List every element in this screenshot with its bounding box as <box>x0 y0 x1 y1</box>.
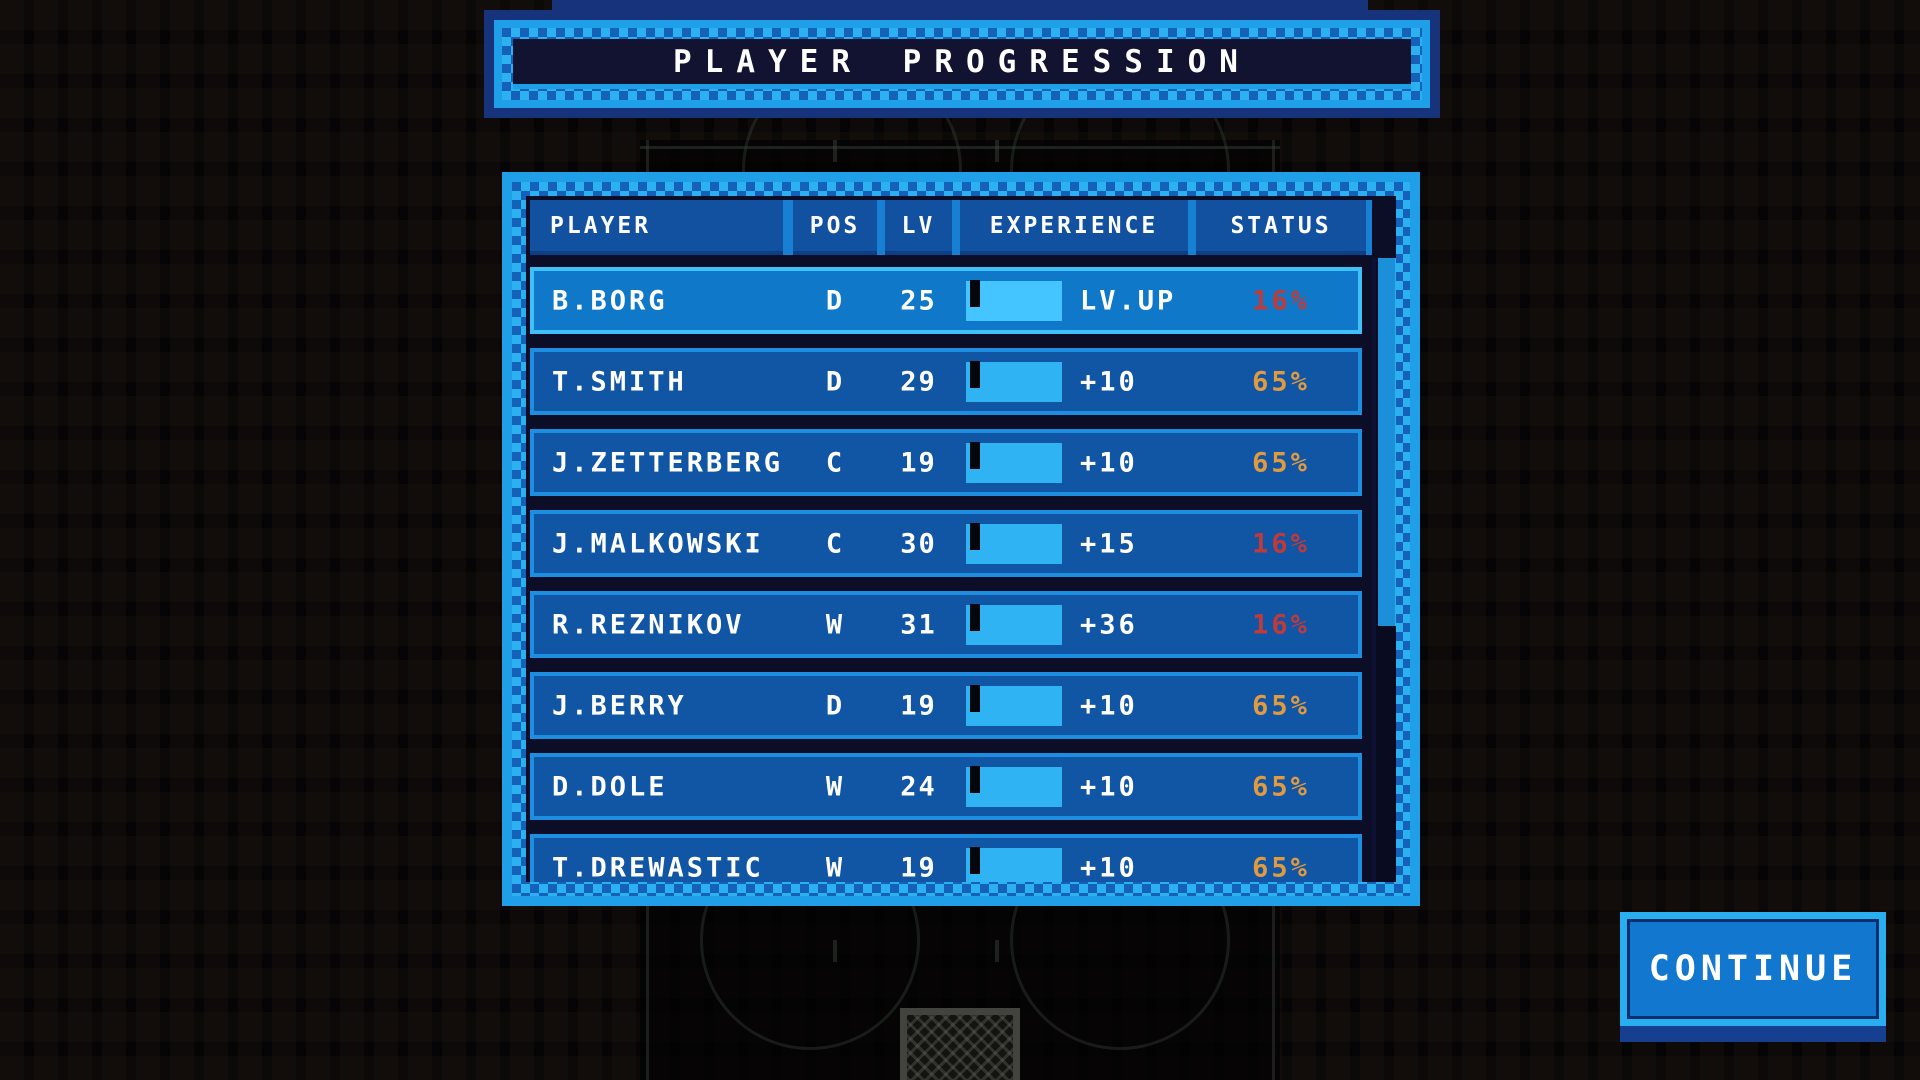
experience-gain-label: +10 <box>1080 771 1138 802</box>
player-row[interactable]: T.DREWASTIC W 19 +10 65% <box>530 834 1362 882</box>
experience-gain-label: +10 <box>1080 690 1138 721</box>
player-position: W <box>825 771 845 802</box>
continue-button-shadow <box>1620 1022 1886 1042</box>
experience-bar <box>966 684 1062 726</box>
status-value: 65% <box>1252 771 1310 802</box>
player-row[interactable]: R.REZNIKOV W 31 +36 16% <box>530 591 1362 658</box>
experience-bar <box>966 765 1062 807</box>
player-level: 19 <box>900 690 937 721</box>
player-row[interactable]: B.BORG D 25 LV.UP 16% <box>530 267 1362 334</box>
player-row[interactable]: J.BERRY D 19 +10 65% <box>530 672 1362 739</box>
experience-gain-label: LV.UP <box>1080 285 1177 316</box>
experience-bar <box>966 360 1062 402</box>
status-value: 65% <box>1252 690 1310 721</box>
player-level: 29 <box>900 366 937 397</box>
title-checker-border: PLAYER PROGRESSION <box>502 28 1422 100</box>
player-position: W <box>825 852 845 882</box>
player-row[interactable]: J.ZETTERBERG C 19 +10 65% <box>530 429 1362 496</box>
progression-panel: PLAYER POS LV EXPERIENCE STATUS B.BORG D… <box>502 172 1420 906</box>
player-position: D <box>825 690 845 721</box>
header-lv: LV <box>885 200 952 255</box>
hockey-goal-net <box>900 1008 1020 1080</box>
continue-label: CONTINUE <box>1648 949 1858 989</box>
header-player: PLAYER <box>530 200 783 255</box>
table-header: PLAYER POS LV EXPERIENCE STATUS <box>530 200 1372 255</box>
experience-gain-label: +10 <box>1080 366 1138 397</box>
status-value: 16% <box>1252 609 1310 640</box>
player-name: B.BORG <box>552 285 668 316</box>
player-position: C <box>825 528 845 559</box>
header-experience: EXPERIENCE <box>960 200 1188 255</box>
panel-checker-border: PLAYER POS LV EXPERIENCE STATUS B.BORG D… <box>512 182 1410 896</box>
status-value: 65% <box>1252 366 1310 397</box>
player-level: 25 <box>900 285 937 316</box>
header-status: STATUS <box>1196 200 1366 255</box>
header-pos: POS <box>793 200 877 255</box>
experience-bar <box>966 441 1062 483</box>
player-level: 24 <box>900 771 937 802</box>
status-value: 65% <box>1252 447 1310 478</box>
continue-button[interactable]: CONTINUE <box>1620 912 1886 1026</box>
player-row[interactable]: D.DOLE W 24 +10 65% <box>530 753 1362 820</box>
player-name: J.BERRY <box>552 690 687 721</box>
experience-bar <box>966 279 1062 321</box>
player-position: D <box>825 285 845 316</box>
experience-gain-label: +15 <box>1080 528 1138 559</box>
experience-bar <box>966 846 1062 882</box>
scrollbar-track[interactable] <box>1372 258 1396 882</box>
player-name: D.DOLE <box>552 771 668 802</box>
status-value: 16% <box>1252 528 1310 559</box>
panel-content: PLAYER POS LV EXPERIENCE STATUS B.BORG D… <box>526 196 1396 882</box>
player-row[interactable]: J.MALKOWSKI C 30 +15 16% <box>530 510 1362 577</box>
status-value: 65% <box>1252 852 1310 882</box>
player-position: D <box>825 366 845 397</box>
player-level: 19 <box>900 852 937 882</box>
player-name: J.MALKOWSKI <box>552 528 764 559</box>
player-name: J.ZETTERBERG <box>552 447 784 478</box>
player-level: 30 <box>900 528 937 559</box>
rink-hash-mark <box>833 940 837 962</box>
player-row[interactable]: T.SMITH D 29 +10 65% <box>530 348 1362 415</box>
player-name: T.SMITH <box>552 366 687 397</box>
rink-boards-line <box>640 146 1280 149</box>
title-banner: PLAYER PROGRESSION <box>484 10 1440 118</box>
experience-gain-label: +10 <box>1080 852 1138 882</box>
player-level: 31 <box>900 609 937 640</box>
scrollbar-thumb[interactable] <box>1378 258 1396 627</box>
player-position: W <box>825 609 845 640</box>
experience-bar <box>966 603 1062 645</box>
player-name: R.REZNIKOV <box>552 609 745 640</box>
player-level: 19 <box>900 447 937 478</box>
rink-hash-mark <box>833 140 837 162</box>
player-position: C <box>825 447 845 478</box>
experience-gain-label: +36 <box>1080 609 1138 640</box>
status-value: 16% <box>1252 285 1310 316</box>
rink-hash-mark <box>995 140 999 162</box>
rink-hash-mark <box>995 940 999 962</box>
experience-bar <box>966 522 1062 564</box>
player-name: T.DREWASTIC <box>552 852 764 882</box>
experience-gain-label: +10 <box>1080 447 1138 478</box>
page-title: PLAYER PROGRESSION <box>673 43 1251 80</box>
